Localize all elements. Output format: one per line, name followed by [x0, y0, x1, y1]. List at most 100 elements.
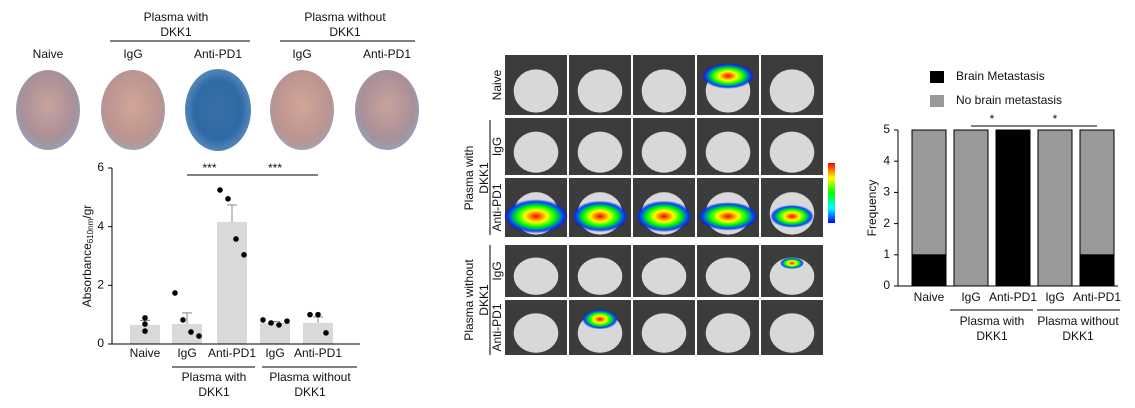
signal	[504, 199, 568, 234]
mouse-silhouette	[513, 69, 559, 113]
y-tick-label: 3	[883, 185, 890, 199]
bar	[172, 324, 202, 344]
bar-segment	[1079, 129, 1115, 256]
colorbar	[828, 163, 835, 223]
data-point	[188, 329, 194, 335]
y-tick-label: 4	[883, 153, 890, 167]
group-label: Plasma with	[144, 10, 209, 24]
mouse-silhouette	[769, 69, 815, 113]
group-label: DKK1	[294, 385, 326, 399]
y-tick-label: 1	[883, 247, 890, 261]
brain-photos	[16, 69, 419, 151]
data-point	[196, 333, 202, 339]
significance-label: ***	[268, 161, 282, 175]
data-point	[260, 317, 266, 323]
data-point	[315, 311, 321, 318]
x-tick-label: IgG	[265, 346, 284, 360]
group-label: Plasma without	[269, 370, 351, 384]
signal	[702, 63, 754, 89]
group-label: DKK1	[198, 385, 230, 399]
bar-segment	[1037, 129, 1073, 287]
row-label: Anti-PD1	[490, 183, 504, 231]
y-tick-label: 6	[97, 160, 104, 174]
data-point	[323, 330, 329, 336]
brain-photo	[355, 70, 419, 150]
y-tick-label: 4	[97, 219, 104, 233]
row-label: Anti-PD1	[490, 303, 504, 351]
group-label: Plasma without	[1037, 314, 1119, 328]
signal	[636, 200, 692, 233]
brain-photo	[16, 70, 80, 150]
photo-label: IgG	[123, 47, 142, 61]
data-point	[142, 315, 148, 321]
significance-label: *	[990, 112, 995, 126]
signal	[780, 257, 804, 269]
data-point	[225, 196, 231, 202]
photo-label: Anti-PD1	[363, 47, 411, 61]
y-tick-label: 0	[883, 278, 890, 292]
signal	[698, 202, 758, 231]
legend-label: No brain metastasis	[956, 93, 1062, 107]
y-tick-label: 2	[883, 216, 890, 230]
mouse-silhouette	[577, 131, 623, 173]
bar-segment	[911, 254, 947, 287]
x-tick-label: Naive	[914, 290, 945, 304]
legend-label: Brain Metastasis	[956, 69, 1045, 83]
y-axis-label-part: Absorbance	[80, 243, 94, 307]
bar-segment	[1079, 254, 1115, 287]
x-tick-label: Naive	[130, 346, 161, 360]
group-label: DKK1	[160, 25, 192, 39]
legend-swatch	[930, 71, 944, 83]
group-label: Plasma with	[960, 314, 1025, 328]
group-label: DKK1	[329, 25, 361, 39]
brain-photo	[185, 69, 251, 151]
signal	[572, 200, 628, 233]
group-label: DKK1	[477, 284, 491, 316]
group-label: Plasma with	[182, 370, 247, 384]
group-label: Plasma without	[462, 259, 476, 341]
data-point	[284, 318, 290, 324]
signal	[770, 204, 814, 228]
x-tick-label: IgG	[1045, 290, 1064, 304]
mouse-silhouette	[641, 69, 687, 113]
significance-label: ***	[202, 161, 216, 175]
data-point	[142, 328, 148, 334]
photo-label: Anti-PD1	[194, 47, 242, 61]
mouse-silhouette	[577, 257, 623, 295]
significance-label: *	[1053, 112, 1058, 126]
legend-swatch	[930, 95, 944, 107]
mouse-silhouette	[705, 257, 751, 295]
bar	[260, 322, 290, 344]
bar-segment	[953, 129, 989, 287]
mouse-silhouette	[641, 313, 687, 353]
brain-photo	[270, 70, 334, 150]
x-tick-label: Anti-PD1	[989, 290, 1037, 304]
row-label: IgG	[490, 137, 504, 156]
mouse-silhouette	[641, 257, 687, 295]
group-label: DKK1	[1062, 329, 1094, 343]
mouse-silhouette	[513, 257, 559, 295]
mouse-silhouette	[769, 131, 815, 173]
data-point	[233, 236, 239, 242]
bar-segment	[911, 129, 947, 256]
row-label: Naive	[490, 69, 504, 100]
data-point	[307, 311, 313, 318]
mouse-silhouette	[641, 131, 687, 173]
group-label: Plasma with	[462, 146, 476, 211]
y-tick-label: 5	[883, 122, 890, 136]
data-point	[180, 317, 186, 323]
data-point	[142, 321, 148, 327]
row-label: IgG	[490, 261, 504, 280]
mouse-silhouette	[769, 257, 815, 295]
mouse-silhouette	[577, 69, 623, 113]
y-axis-label-part: 610nm	[86, 218, 95, 243]
bar	[130, 324, 160, 344]
mouse-silhouette	[705, 131, 751, 173]
mouse-silhouette	[513, 131, 559, 173]
signal	[582, 309, 618, 330]
x-tick-label: Anti-PD1	[1073, 290, 1121, 304]
y-tick-label: 2	[97, 278, 104, 292]
photo-label: Naive	[33, 47, 64, 61]
mouse-silhouette	[513, 313, 559, 353]
